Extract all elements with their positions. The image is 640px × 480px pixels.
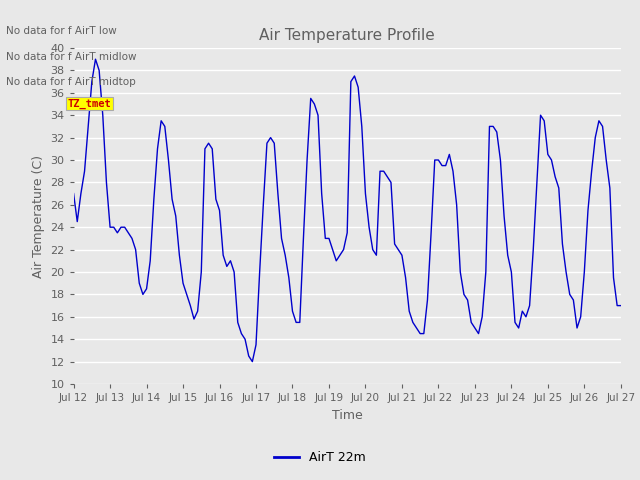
- Text: No data for f AirT midlow: No data for f AirT midlow: [6, 52, 137, 62]
- Y-axis label: Air Temperature (C): Air Temperature (C): [32, 155, 45, 277]
- Text: No data for f AirT midtop: No data for f AirT midtop: [6, 77, 136, 87]
- Title: Air Temperature Profile: Air Temperature Profile: [259, 28, 435, 43]
- X-axis label: Time: Time: [332, 408, 363, 421]
- Legend: AirT 22m: AirT 22m: [269, 446, 371, 469]
- Text: No data for f AirT low: No data for f AirT low: [6, 25, 117, 36]
- Text: TZ_tmet: TZ_tmet: [67, 98, 111, 109]
